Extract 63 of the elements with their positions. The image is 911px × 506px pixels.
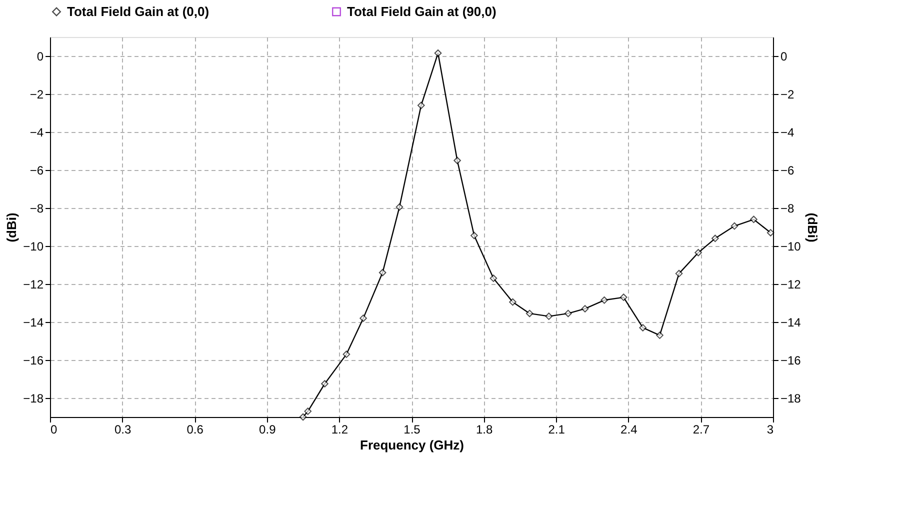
y-tick-label: −12 bbox=[23, 278, 44, 292]
y-tick-label: −14 bbox=[23, 316, 44, 330]
point bbox=[304, 408, 312, 415]
x-tick-label: 3 bbox=[766, 422, 774, 436]
legend-label: Total Field Gain at (0,0) bbox=[67, 4, 210, 19]
point bbox=[581, 305, 589, 312]
point bbox=[454, 156, 461, 164]
point bbox=[378, 268, 386, 276]
x-tick-label: 1.2 bbox=[331, 422, 348, 436]
point bbox=[675, 270, 683, 278]
y2-tick-label: −10 bbox=[780, 240, 802, 254]
y2-tick-label: −2 bbox=[780, 88, 795, 102]
y-tick-label: −18 bbox=[23, 392, 44, 406]
y2-tick-label: −16 bbox=[780, 354, 802, 368]
point bbox=[360, 314, 367, 322]
y2-tick-label: −4 bbox=[780, 126, 795, 140]
x-tick-label: 0.9 bbox=[259, 422, 276, 436]
x-tick-label: 0.6 bbox=[186, 422, 204, 436]
x-axis-title: Frequency (GHz) bbox=[360, 438, 464, 452]
y-tick-label: 0 bbox=[36, 50, 44, 64]
point bbox=[396, 203, 404, 211]
y-tick-label: −10 bbox=[23, 240, 44, 254]
x-tick-label: 1.5 bbox=[404, 422, 421, 436]
point bbox=[470, 232, 478, 240]
y2-tick-label: −14 bbox=[780, 316, 802, 330]
point bbox=[526, 310, 534, 318]
point bbox=[639, 324, 647, 332]
point bbox=[620, 294, 628, 301]
y2-tick-label: −18 bbox=[780, 392, 802, 406]
point bbox=[656, 332, 664, 339]
y2-tick-label: −8 bbox=[780, 202, 795, 216]
y-tick-label: −8 bbox=[30, 202, 44, 216]
y2-tick-label: −12 bbox=[780, 278, 802, 292]
point bbox=[730, 222, 738, 230]
y-axis-title: (dBi) bbox=[4, 212, 20, 242]
y2-tick-label: 0 bbox=[780, 50, 788, 64]
x-tick-label: 0.3 bbox=[114, 422, 132, 436]
point bbox=[509, 298, 516, 306]
point bbox=[342, 350, 350, 358]
point bbox=[712, 234, 719, 242]
point bbox=[490, 274, 498, 282]
y2-tick-label: −6 bbox=[780, 164, 795, 178]
x-tick-label: 2.7 bbox=[692, 422, 710, 436]
point bbox=[545, 312, 553, 320]
point bbox=[600, 296, 608, 304]
point bbox=[321, 380, 328, 388]
point bbox=[417, 102, 425, 110]
y-tick-label: −2 bbox=[30, 88, 44, 102]
y-tick-label: −6 bbox=[30, 164, 44, 178]
y-tick-label: −16 bbox=[23, 354, 44, 368]
legend-label: Total Field Gain at (90,0) bbox=[347, 4, 496, 19]
x-tick-label: 2.1 bbox=[548, 422, 566, 436]
point bbox=[434, 49, 442, 57]
x-tick-label: 2.4 bbox=[620, 422, 638, 436]
x-tick-label: 0 bbox=[50, 422, 58, 436]
point bbox=[766, 229, 774, 236]
point bbox=[299, 413, 307, 421]
x-tick-label: 1.8 bbox=[476, 422, 493, 436]
point bbox=[694, 248, 702, 256]
point bbox=[564, 310, 572, 318]
y2-axis-title: (dBi) bbox=[804, 212, 820, 242]
point bbox=[750, 216, 758, 224]
y-tick-label: −4 bbox=[30, 126, 44, 140]
